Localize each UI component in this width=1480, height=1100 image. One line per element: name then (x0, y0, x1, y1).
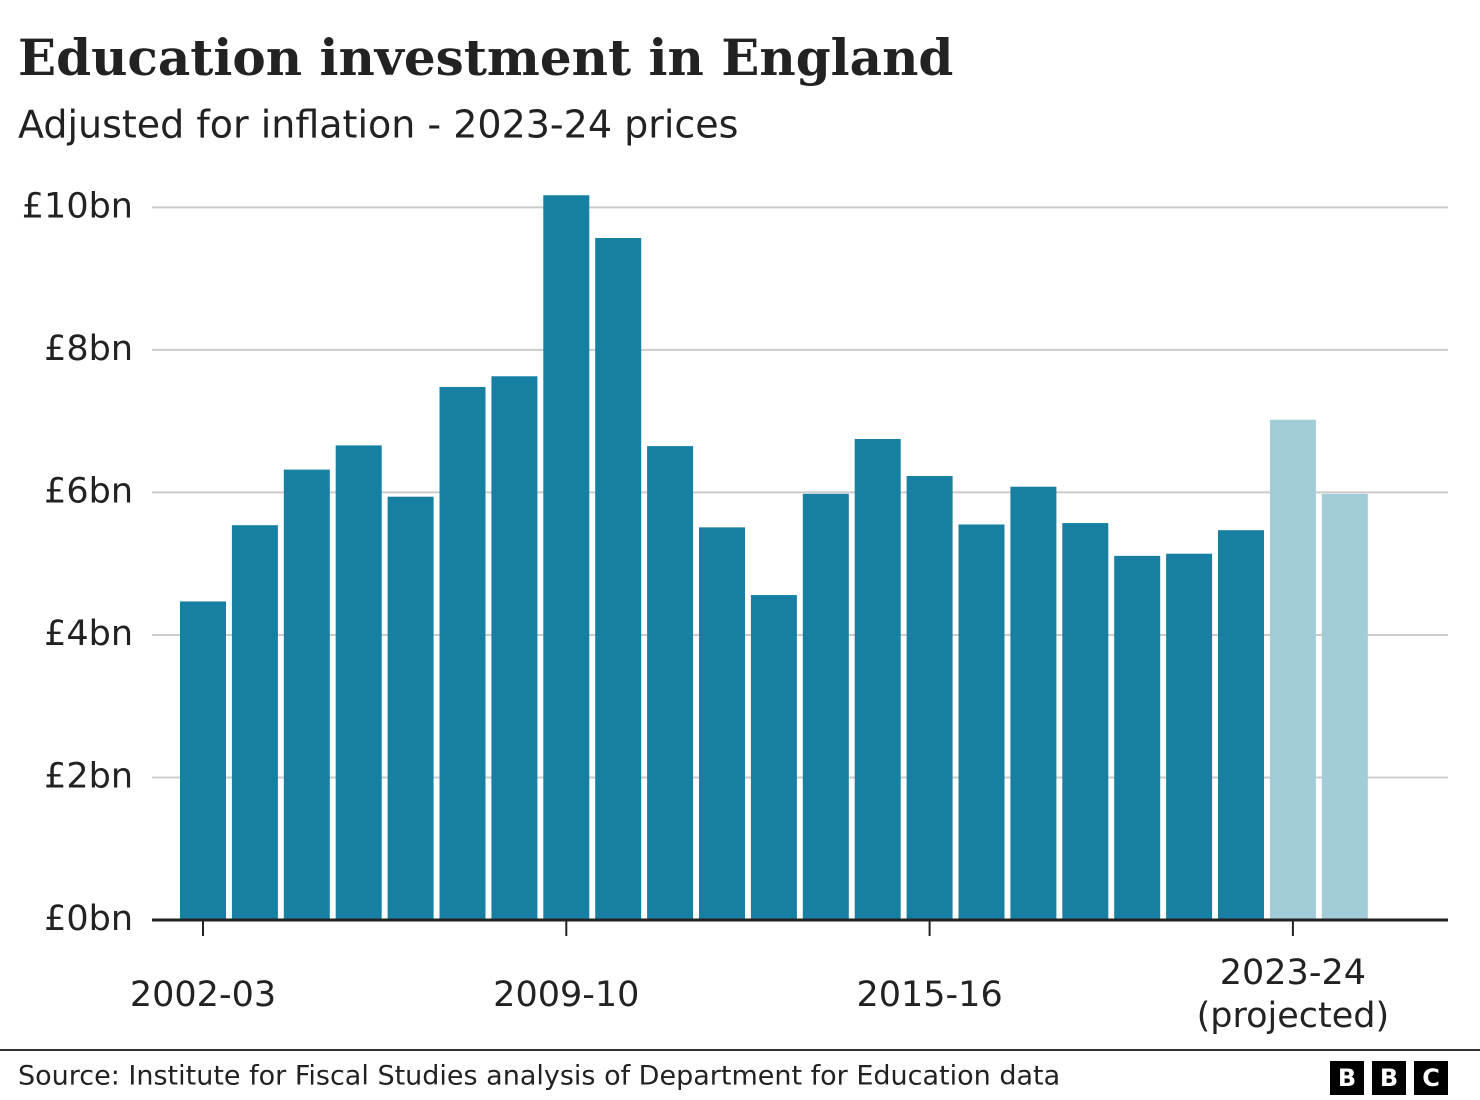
bar (543, 195, 590, 920)
bar (1062, 523, 1109, 920)
bar (750, 595, 797, 920)
bar (283, 469, 330, 920)
bar (1114, 555, 1161, 920)
bar (1218, 530, 1264, 920)
bar (1321, 493, 1368, 920)
bar (180, 601, 226, 920)
y-tick-label: £6bn (44, 471, 133, 511)
x-tick-label: 2023-24 (projected) (1196, 953, 1390, 1036)
bar (439, 386, 486, 920)
x-tick-label: 2009-10 (493, 974, 640, 1015)
bar (802, 493, 849, 920)
bar (595, 238, 642, 920)
bar (335, 445, 382, 920)
y-tick-label: £4bn (44, 614, 133, 654)
logo-letter: C (1422, 1064, 1440, 1092)
bar (1010, 486, 1057, 920)
bar (1269, 419, 1316, 920)
x-tick-label: 2002-03 (129, 974, 277, 1015)
bar (387, 496, 434, 920)
chart-subtitle: Adjusted for inflation - 2023-24 prices (18, 103, 738, 147)
y-tick-label: £8bn (44, 329, 133, 369)
source: Source: Institute for Fiscal Studies ana… (18, 1061, 1060, 1092)
y-tick-label: £10bn (22, 186, 133, 226)
bar (1166, 553, 1213, 920)
bar (699, 527, 745, 920)
bar (647, 446, 694, 920)
x-tick-label: 2015-16 (856, 974, 1003, 1015)
y-tick-label: £0bn (44, 899, 133, 939)
chart-title: Education investment in England (18, 28, 953, 87)
logo-letter: B (1380, 1064, 1398, 1092)
bar (906, 476, 953, 920)
bar (854, 438, 901, 920)
bar (491, 376, 538, 920)
bar (231, 525, 278, 920)
logo-letter: B (1338, 1064, 1356, 1092)
logo: B B C (1330, 1061, 1448, 1095)
y-tick-label: £2bn (44, 756, 133, 796)
bar (958, 524, 1005, 920)
